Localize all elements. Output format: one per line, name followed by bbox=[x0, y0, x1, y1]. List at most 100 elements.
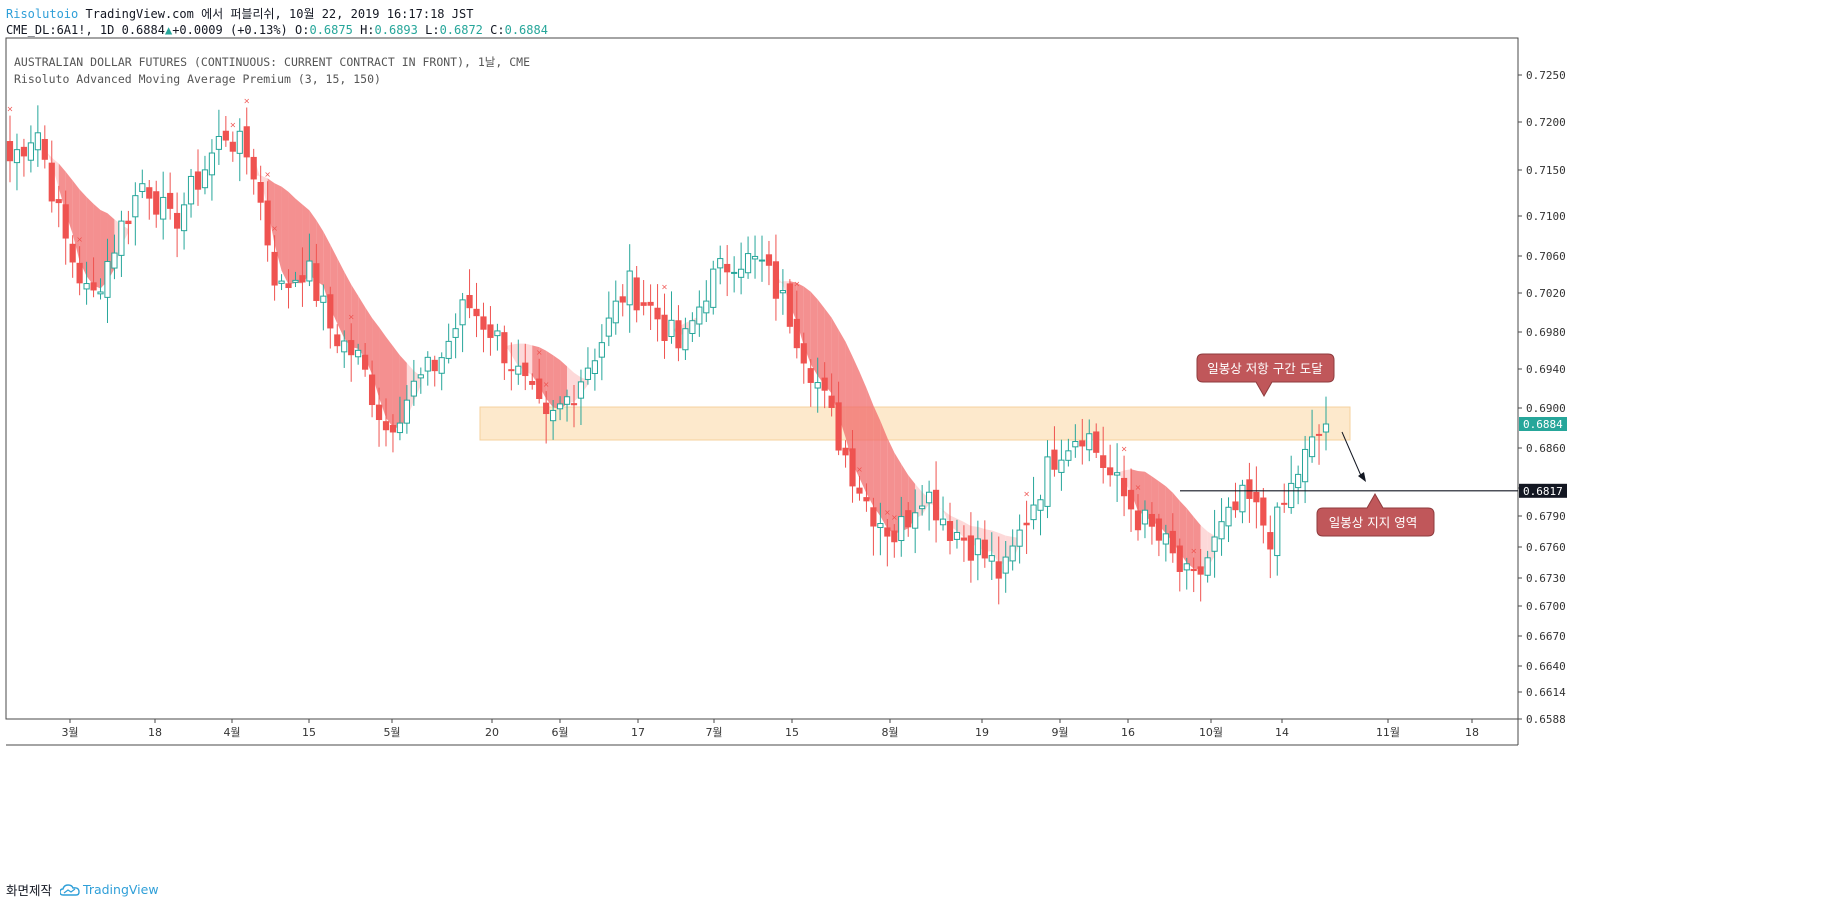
candle bbox=[919, 485, 926, 516]
ma-band-segment bbox=[956, 518, 964, 538]
candle-body bbox=[1107, 467, 1114, 476]
candle-body bbox=[556, 403, 564, 410]
candle-body bbox=[438, 357, 445, 374]
candle bbox=[118, 210, 125, 277]
candle bbox=[598, 324, 605, 381]
sell-marker: × bbox=[661, 283, 668, 292]
candle-body bbox=[744, 253, 752, 274]
candle-body bbox=[1134, 510, 1142, 531]
candle bbox=[62, 190, 69, 265]
candle-body bbox=[751, 255, 759, 260]
candle bbox=[1030, 476, 1037, 530]
candle bbox=[898, 496, 905, 557]
candle-body bbox=[877, 523, 884, 529]
candle bbox=[1086, 419, 1093, 462]
sell-marker: × bbox=[76, 235, 83, 244]
candle-body bbox=[1148, 513, 1156, 527]
legend-title[interactable]: AUSTRALIAN DOLLAR FUTURES (CONTINUOUS: C… bbox=[14, 55, 531, 69]
candle-body bbox=[417, 374, 424, 379]
ma-band-segment bbox=[817, 299, 825, 386]
sell-marker: × bbox=[243, 97, 250, 106]
candle bbox=[912, 489, 919, 554]
candle-body bbox=[675, 320, 682, 349]
candle bbox=[1058, 439, 1065, 491]
candle bbox=[473, 282, 480, 338]
candle bbox=[97, 278, 104, 300]
candle-body bbox=[682, 328, 689, 351]
candle-body bbox=[306, 260, 313, 282]
candle bbox=[1127, 468, 1135, 532]
candle bbox=[20, 138, 28, 177]
tradingview-logo[interactable]: TradingView bbox=[60, 882, 159, 897]
candle bbox=[744, 236, 752, 279]
ma-band-segment bbox=[796, 282, 804, 346]
author-link[interactable]: Risolutoio bbox=[6, 7, 79, 21]
candle-body bbox=[842, 447, 849, 456]
candle bbox=[69, 235, 76, 278]
candle bbox=[368, 360, 376, 418]
candle bbox=[1100, 426, 1107, 484]
ma-band-segment bbox=[824, 308, 832, 394]
candle bbox=[842, 440, 849, 468]
ma-band-segment bbox=[1131, 469, 1138, 512]
candle-body bbox=[626, 270, 633, 306]
ma-band-segment bbox=[58, 163, 66, 214]
sell-marker: × bbox=[536, 348, 543, 357]
support-price-label: 0.6817 bbox=[1523, 485, 1563, 498]
high-label: H: bbox=[360, 23, 375, 37]
candle: × bbox=[264, 170, 271, 262]
candle-body bbox=[208, 152, 216, 176]
candle-body bbox=[111, 252, 118, 269]
candle bbox=[654, 284, 661, 342]
candle bbox=[438, 352, 445, 391]
candle-body bbox=[1009, 545, 1016, 562]
candle bbox=[974, 520, 981, 581]
candle-body bbox=[1072, 441, 1079, 448]
candle-body bbox=[41, 138, 48, 160]
candle-body bbox=[995, 561, 1002, 579]
sell-marker: × bbox=[1190, 547, 1197, 556]
publish-text: TradingView.com 에서 퍼블리쉬, 10월 22, 2019 16… bbox=[85, 7, 474, 21]
candle-body bbox=[264, 200, 271, 246]
candle bbox=[1253, 466, 1260, 529]
ma-band-segment bbox=[532, 345, 540, 387]
candle-body bbox=[870, 507, 877, 527]
candle-body bbox=[584, 367, 592, 380]
candle bbox=[765, 240, 773, 286]
candle-body bbox=[396, 422, 404, 434]
candle bbox=[1260, 487, 1267, 544]
time-tick-label: 6월 bbox=[551, 726, 568, 739]
sell-marker: × bbox=[856, 465, 863, 474]
time-tick-label: 18 bbox=[1465, 726, 1479, 739]
candle-body bbox=[132, 195, 139, 218]
candle-body bbox=[160, 196, 167, 220]
price-tick-label: 0.6700 bbox=[1526, 600, 1566, 613]
ma-band-segment bbox=[79, 189, 87, 277]
footer-brand: TradingView bbox=[83, 882, 159, 897]
ma-band-segment bbox=[295, 198, 303, 284]
candle-body bbox=[1218, 521, 1225, 540]
candle-body bbox=[501, 332, 508, 364]
candle-body bbox=[473, 308, 480, 317]
candle bbox=[960, 525, 968, 562]
candle bbox=[689, 312, 696, 342]
candle bbox=[180, 192, 188, 250]
candle-body bbox=[271, 251, 278, 286]
candle: × bbox=[793, 280, 800, 359]
candle-body bbox=[27, 142, 34, 161]
candle bbox=[194, 149, 202, 206]
open-value: 0.6875 bbox=[309, 23, 353, 37]
candle-body bbox=[1058, 459, 1065, 473]
candle bbox=[1141, 500, 1149, 539]
candle-body bbox=[118, 220, 125, 256]
candle-body bbox=[187, 175, 195, 205]
legend-indicator[interactable]: Risoluto Advanced Moving Average Premium… bbox=[14, 72, 381, 86]
candle-body bbox=[62, 204, 69, 239]
candle-body bbox=[487, 324, 494, 338]
candle-body bbox=[1232, 501, 1239, 511]
time-tick-label: 16 bbox=[1121, 726, 1135, 739]
price-tick-label: 0.6980 bbox=[1526, 326, 1566, 339]
candle: × bbox=[1190, 547, 1197, 593]
time-tick-label: 17 bbox=[631, 726, 645, 739]
